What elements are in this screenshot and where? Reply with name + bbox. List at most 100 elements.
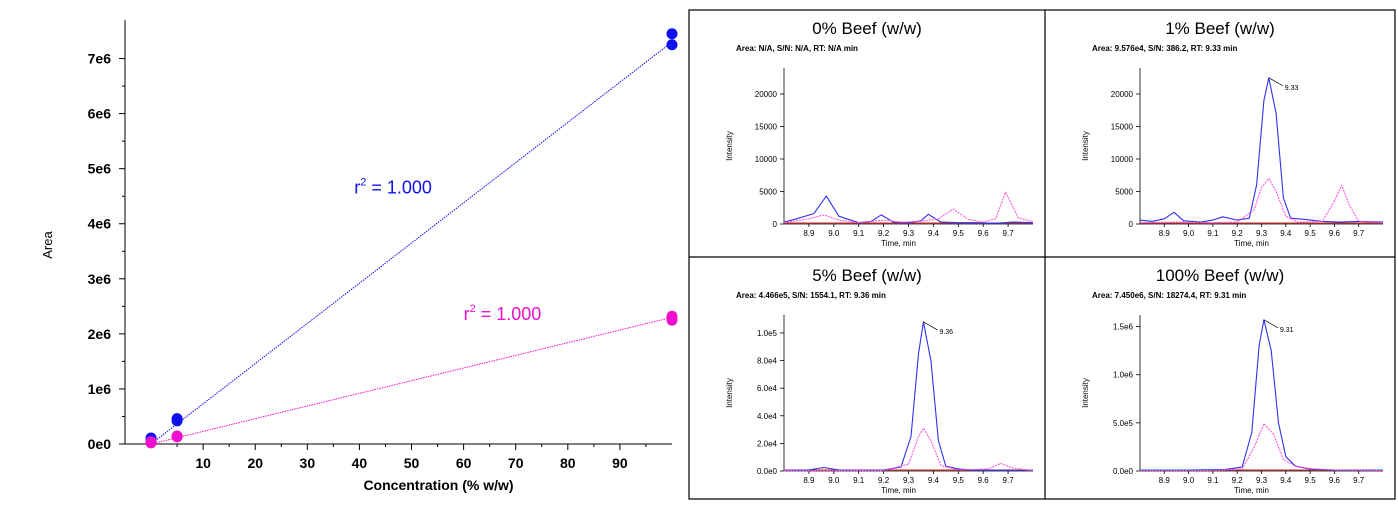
panel-x-tick-label: 9.4 <box>1280 229 1292 238</box>
y-tick-label: 4e6 <box>88 216 112 232</box>
x-tick-label: 30 <box>300 455 316 471</box>
panel-x-tick-label: 9.4 <box>928 476 940 485</box>
y-tick-label: 6e6 <box>88 106 112 122</box>
panel-x-tick-label: 9.4 <box>1280 476 1292 485</box>
panel-y-tick-label: 4.0e4 <box>757 412 778 421</box>
trace-pink <box>1139 177 1384 224</box>
panel-x-tick-label: 9.4 <box>928 229 940 238</box>
peak-label: 9.31 <box>1280 327 1294 334</box>
panel-x-tick-label: 9.6 <box>978 476 990 485</box>
panel-y-tick-label: 0.0e0 <box>757 467 778 476</box>
panel-x-tick-label: 9.5 <box>953 229 965 238</box>
panel-x-tick-label: 9.7 <box>1003 476 1015 485</box>
panel-x-axis-label: Time, min <box>1234 486 1269 495</box>
peak-leader-line <box>1268 77 1283 87</box>
panel-x-axis-label: Time, min <box>881 239 916 248</box>
x-tick-label: 60 <box>456 455 472 471</box>
panel-x-axis-label: Time, min <box>881 486 916 495</box>
r-squared-label: r2 = 1.000 <box>464 303 542 324</box>
calibration-chart: 0e0 1e6 2e6 3e6 4e6 5e6 6e6 7e6 10 20 30 40 50 60 70 80… <box>40 20 678 493</box>
panel-x-tick-label: 9.6 <box>978 229 990 238</box>
panel-x-tick-label: 9.5 <box>1305 476 1317 485</box>
panels-frame <box>688 9 1396 500</box>
data-point <box>171 430 183 442</box>
fit-line <box>150 316 673 445</box>
panel-x-tick-label: 9.0 <box>1183 229 1195 238</box>
panel-x-tick-label: 9.5 <box>953 476 965 485</box>
panel-x-tick-label: 9.6 <box>1329 476 1341 485</box>
panel-y-axis-label: Intensity <box>725 378 734 408</box>
peak-leader-line <box>923 321 938 331</box>
panel-y-tick-label: 5000 <box>1115 188 1133 197</box>
panel-y-tick-label: 0.0e0 <box>1113 467 1134 476</box>
panel-x-tick-label: 9.3 <box>903 229 915 238</box>
x-tick-label: 10 <box>195 455 211 471</box>
panel-y-tick-label: 1.0e6 <box>1113 371 1134 380</box>
x-tick-label: 70 <box>508 455 524 471</box>
panel-x-tick-label: 9.1 <box>853 229 865 238</box>
panel-y-tick-label: 6.0e4 <box>757 384 778 393</box>
r-squared-sup: 2 <box>360 176 366 188</box>
y-axis-label: Area <box>40 231 55 259</box>
y-tick-label: 3e6 <box>88 271 112 287</box>
panel-x-tick-label: 9.1 <box>1207 229 1219 238</box>
y-tick-label: 2e6 <box>88 326 112 342</box>
panel-info: Area: N/A, S/N: N/A, RT: N/A min <box>736 44 858 53</box>
panel-y-tick-label: 5000 <box>759 188 777 197</box>
panel-y-tick-label: 0 <box>1129 220 1134 229</box>
panel-x-tick-label: 8.9 <box>1159 229 1171 238</box>
panel-title: 5% Beef (w/w) <box>812 266 922 285</box>
y-tick-label: 0e0 <box>88 436 112 452</box>
trace-pink <box>1140 423 1384 472</box>
panel-x-tick-label: 9.2 <box>1232 229 1244 238</box>
panel-y-tick-label: 20000 <box>1111 90 1134 99</box>
data-point <box>666 39 678 51</box>
x-axis-label: Concentration (% w/w) <box>363 477 513 493</box>
panel-x-tick-label: 9.2 <box>878 476 890 485</box>
chromatogram-panel: 100% Beef (w/w) Area: 7.450e6, S/N: 18274… <box>1081 266 1384 495</box>
r-squared-value: = 1.000 <box>476 304 542 324</box>
panel-y-tick-label: 1.0e5 <box>757 329 778 338</box>
panel-y-tick-label: 20000 <box>755 90 778 99</box>
panel-title: 1% Beef (w/w) <box>1165 19 1275 38</box>
panel-info: Area: 7.450e6, S/N: 18274.4, RT: 9.31 mi… <box>1092 291 1246 300</box>
trace-pink <box>783 427 1034 472</box>
r-squared-label: r2 = 1.000 <box>354 176 432 197</box>
panel-x-tick-label: 9.1 <box>853 476 865 485</box>
panel-y-tick-label: 1.5e6 <box>1113 323 1134 332</box>
panel-y-tick-label: 5.0e5 <box>1113 419 1134 428</box>
data-point <box>666 28 678 40</box>
panel-y-tick-label: 8.0e4 <box>757 357 778 366</box>
fit-line <box>150 41 673 445</box>
panel-y-tick-label: 15000 <box>1111 123 1134 132</box>
panel-y-axis-label: Intensity <box>1081 378 1090 408</box>
r-squared-r: r <box>464 304 470 324</box>
panel-info: Area: 9.576e4, S/N: 386.2, RT: 9.33 min <box>1092 44 1238 53</box>
panel-x-tick-label: 9.7 <box>1353 229 1365 238</box>
panel-x-tick-label: 9.2 <box>1232 476 1244 485</box>
trace-pink <box>783 191 1034 224</box>
panel-x-tick-label: 9.0 <box>1183 476 1195 485</box>
y-tick-label: 5e6 <box>88 161 112 177</box>
panel-y-axis-label: Intensity <box>1081 131 1090 161</box>
panel-x-tick-label: 9.3 <box>903 476 915 485</box>
x-tick-label: 40 <box>352 455 368 471</box>
x-tick-label: 50 <box>404 455 420 471</box>
chromatogram-panel: 1% Beef (w/w) Area: 9.576e4, S/N: 386.2, … <box>1081 19 1384 248</box>
y-tick-label: 7e6 <box>88 51 112 67</box>
panel-x-tick-label: 9.7 <box>1003 229 1015 238</box>
panel-x-tick-label: 9.0 <box>828 476 840 485</box>
panel-x-tick-label: 9.3 <box>1256 476 1268 485</box>
panel-title: 0% Beef (w/w) <box>812 19 922 38</box>
panel-y-tick-label: 15000 <box>755 123 778 132</box>
chromatogram-panel: 0% Beef (w/w) Area: N/A, S/N: N/A, RT: N/… <box>725 19 1034 248</box>
data-point <box>171 413 183 425</box>
chromatogram-panel: 5% Beef (w/w) Area: 4.466e5, S/N: 1554.1,… <box>725 266 1034 495</box>
panel-x-tick-label: 9.2 <box>878 229 890 238</box>
trace-blue <box>1140 319 1383 471</box>
panel-x-tick-label: 9.3 <box>1256 229 1268 238</box>
panel-y-tick-label: 10000 <box>755 155 778 164</box>
panel-x-tick-label: 9.7 <box>1353 476 1365 485</box>
panel-x-tick-label: 9.5 <box>1305 229 1317 238</box>
x-tick-label: 80 <box>560 455 576 471</box>
